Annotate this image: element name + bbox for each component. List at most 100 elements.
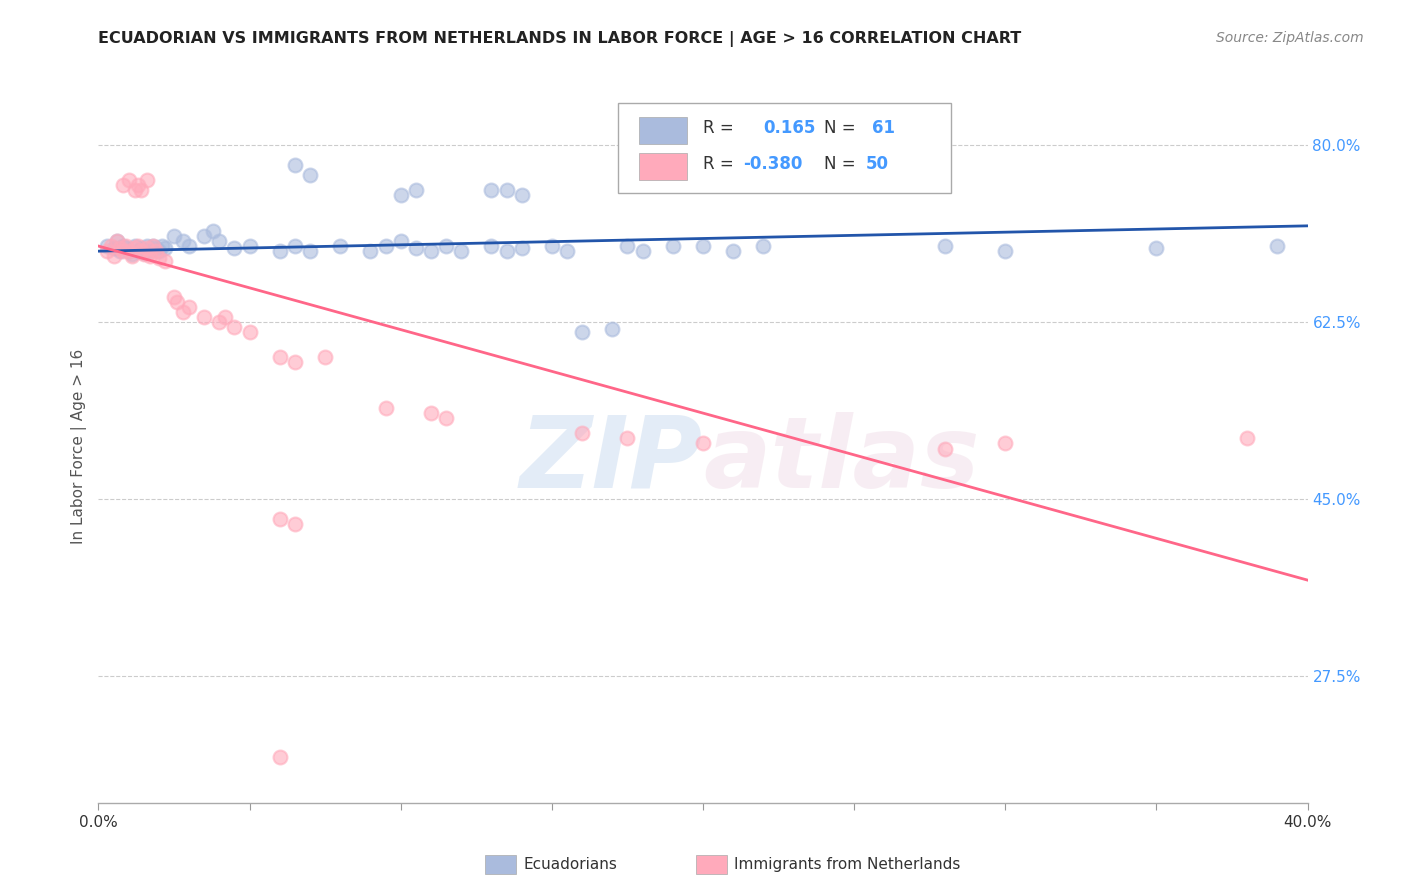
Point [540,239,562,253]
Point [124,183,146,197]
Point [214,310,236,324]
Point [994,436,1017,450]
Point [153,241,176,255]
Text: ZIP: ZIP [520,412,703,508]
Point [108,241,131,255]
Point [662,239,685,253]
Point [96,244,118,259]
Point [103,241,125,255]
Point [127,178,149,193]
Point [118,244,141,259]
Point [616,431,638,445]
Text: -0.380: -0.380 [742,155,803,173]
Point [166,294,188,309]
Point [153,254,176,268]
Point [692,436,714,450]
Point [127,244,149,259]
Point [495,183,517,197]
Text: atlas: atlas [703,412,980,508]
Point [1144,241,1167,255]
Text: 0.165: 0.165 [763,120,815,137]
Point [124,239,146,253]
Point [105,234,128,248]
Point [145,241,167,255]
Point [314,351,336,365]
Point [934,239,956,253]
Point [481,239,503,253]
Text: Immigrants from Netherlands: Immigrants from Netherlands [734,857,960,871]
Text: ECUADORIAN VS IMMIGRANTS FROM NETHERLANDS IN LABOR FORCE | AGE > 16 CORRELATION : ECUADORIAN VS IMMIGRANTS FROM NETHERLAND… [98,31,1022,47]
Point [172,305,194,319]
Point [1236,431,1258,445]
Point [172,234,194,248]
Point [135,239,157,253]
Point [202,224,225,238]
Point [111,178,134,193]
Point [96,239,118,253]
Point [284,158,307,172]
Text: N =: N = [824,155,855,173]
Point [374,401,396,415]
Point [148,244,170,259]
Point [284,355,307,369]
Point [193,310,215,324]
Point [100,239,122,253]
Point [129,241,152,255]
Point [139,244,162,259]
Point [142,239,165,253]
Point [299,168,322,182]
Point [571,426,593,441]
Bar [638,117,688,145]
Point [571,325,593,339]
Point [510,241,533,255]
Point [602,322,624,336]
Point [405,183,427,197]
Point [224,241,246,255]
Point [121,247,143,261]
Point [145,244,167,259]
Text: 61: 61 [872,120,896,137]
Point [103,249,125,263]
Point [150,239,173,253]
Point [135,241,157,255]
Point [434,239,457,253]
Point [118,244,141,259]
Text: Ecuadorians: Ecuadorians [523,857,617,871]
Point [118,173,141,187]
Point [420,406,443,420]
Point [179,300,201,314]
Text: Source: ZipAtlas.com: Source: ZipAtlas.com [1216,31,1364,45]
Point [374,239,396,253]
Point [269,244,291,259]
Point [114,239,136,253]
Point [148,252,170,266]
Point [132,246,155,260]
Point [193,229,215,244]
Point [121,249,143,263]
Point [495,244,517,259]
Point [224,320,246,334]
Point [481,183,503,197]
Point [360,244,382,259]
Point [723,244,745,259]
Point [284,517,307,532]
Point [510,188,533,202]
Point [127,239,149,253]
Point [269,351,291,365]
Point [208,234,231,248]
Point [239,325,262,339]
Point [239,239,262,253]
Y-axis label: In Labor Force | Age > 16: In Labor Force | Age > 16 [72,349,87,543]
Point [450,244,472,259]
Point [994,244,1017,259]
Point [1267,239,1289,253]
Text: N =: N = [824,120,860,137]
Point [208,315,231,329]
Point [163,290,186,304]
Point [129,183,152,197]
Point [111,239,134,253]
Point [389,234,412,248]
Point [420,244,443,259]
Point [284,239,307,253]
Point [129,244,152,259]
